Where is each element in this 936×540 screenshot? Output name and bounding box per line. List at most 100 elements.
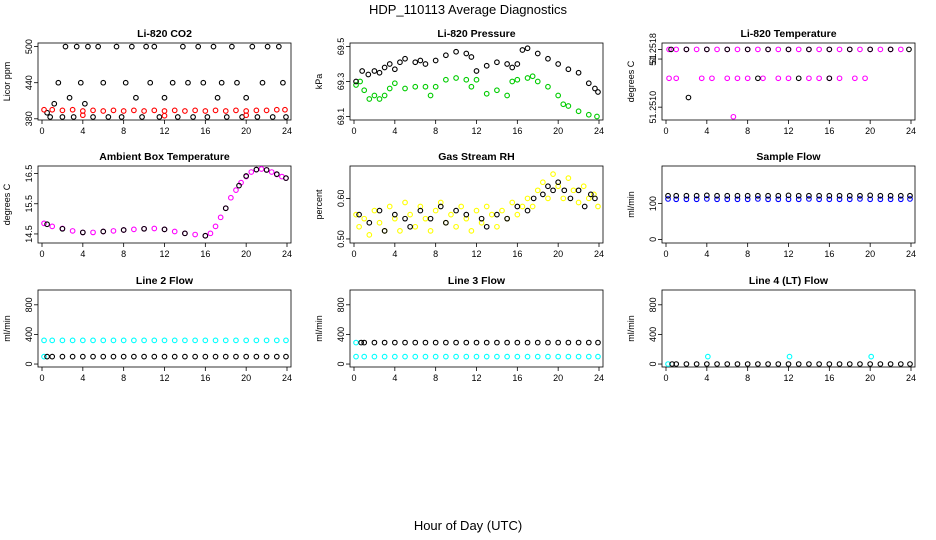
- data-point: [524, 45, 531, 52]
- data-point: [846, 192, 853, 199]
- data-point: [550, 171, 556, 177]
- data-point: [463, 353, 470, 360]
- data-point: [524, 207, 531, 214]
- data-point: [185, 79, 191, 86]
- data-point: [41, 220, 47, 227]
- data-point: [202, 337, 209, 344]
- y-tick-label: 0: [648, 362, 658, 367]
- series-2: [41, 106, 288, 119]
- data-point: [371, 339, 378, 346]
- data-point: [816, 75, 822, 82]
- series-1: [353, 171, 601, 238]
- data-point: [585, 339, 592, 346]
- x-tick-label: 16: [512, 249, 522, 259]
- data-point: [180, 43, 186, 50]
- figure-title: HDP_110113 Average Diagnostics: [368, 2, 567, 17]
- data-point: [161, 353, 168, 360]
- x-tick-label: 0: [39, 373, 44, 383]
- x-tick-label: 4: [80, 249, 85, 259]
- data-point: [867, 361, 874, 367]
- data-point: [264, 43, 271, 50]
- data-point: [744, 75, 751, 82]
- data-point: [361, 353, 368, 360]
- data-point: [683, 192, 690, 199]
- data-point: [529, 203, 536, 210]
- data-point: [412, 353, 419, 360]
- data-point: [483, 339, 490, 346]
- data-point: [263, 167, 270, 173]
- data-point: [897, 361, 904, 367]
- data-point: [171, 228, 178, 235]
- data-point: [887, 196, 894, 203]
- data-point: [133, 94, 139, 101]
- data-point: [560, 195, 567, 202]
- data-point: [110, 228, 117, 234]
- x-tick-label: 8: [433, 249, 438, 259]
- x-tick-label: 12: [783, 126, 793, 136]
- data-point: [90, 337, 96, 344]
- plot-frame: [349, 289, 604, 368]
- data-point: [786, 353, 793, 360]
- data-point: [128, 43, 135, 50]
- data-point: [432, 83, 439, 90]
- data-point: [760, 75, 766, 82]
- data-point: [402, 339, 408, 346]
- series-2: [668, 46, 912, 101]
- data-point: [432, 207, 439, 214]
- data-point: [212, 223, 219, 230]
- series-1: [44, 43, 289, 120]
- data-point: [483, 62, 490, 69]
- x-tick-label: 16: [200, 126, 210, 136]
- data-point: [222, 108, 229, 114]
- data-point: [867, 196, 874, 203]
- data-point: [151, 225, 158, 232]
- x-tick-label: 4: [80, 373, 85, 383]
- data-point: [82, 100, 88, 107]
- data-point: [122, 79, 129, 86]
- data-point: [836, 361, 843, 367]
- x-tick-label: 8: [121, 126, 126, 136]
- data-point: [253, 107, 260, 114]
- y-axis-label: ml/min: [626, 191, 636, 218]
- data-point: [212, 337, 219, 344]
- data-point: [79, 337, 86, 344]
- data-point: [443, 76, 449, 83]
- data-point: [366, 232, 373, 238]
- data-point: [69, 353, 76, 360]
- panel-title: Sample Flow: [756, 151, 821, 163]
- data-point: [282, 106, 288, 113]
- data-point: [120, 227, 127, 233]
- data-point: [283, 114, 289, 120]
- x-tick-label: 24: [906, 249, 916, 259]
- data-point: [432, 339, 439, 346]
- x-tick-label: 12: [159, 373, 169, 383]
- data-point: [236, 182, 242, 189]
- data-point: [212, 353, 219, 360]
- x-tick-label: 4: [392, 249, 397, 259]
- data-point: [228, 194, 234, 201]
- data-point: [253, 166, 260, 173]
- x-tick-label: 20: [241, 126, 251, 136]
- data-point: [897, 192, 904, 199]
- data-point: [775, 75, 782, 82]
- data-point: [550, 187, 556, 194]
- data-point: [280, 79, 286, 86]
- data-point: [131, 107, 137, 114]
- data-point: [545, 83, 551, 90]
- data-point: [836, 196, 843, 203]
- data-point: [391, 353, 398, 360]
- data-point: [156, 114, 163, 120]
- data-point: [724, 196, 731, 203]
- data-point: [897, 196, 904, 203]
- x-tick-label: 0: [663, 126, 668, 136]
- data-point: [192, 337, 198, 344]
- data-point: [570, 187, 577, 194]
- data-point: [595, 353, 601, 360]
- data-point: [519, 203, 526, 210]
- y-tick-label: 0: [24, 362, 34, 367]
- series-1: [41, 337, 289, 360]
- series-1: [353, 73, 600, 120]
- data-point: [391, 66, 398, 73]
- data-point: [560, 101, 567, 108]
